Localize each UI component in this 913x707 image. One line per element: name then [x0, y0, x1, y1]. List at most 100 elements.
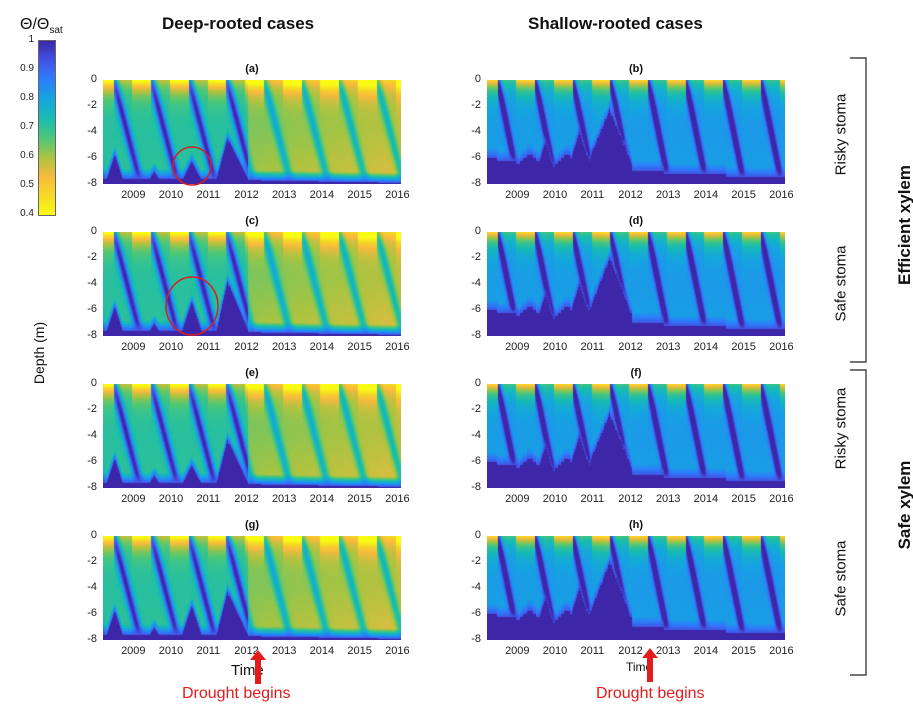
x-tick-label: 2014 [693, 645, 719, 657]
y-tick-label: -8 [87, 481, 97, 493]
x-tick-label: 2014 [693, 493, 719, 505]
group-brackets [850, 57, 867, 676]
x-axis-label-right: Time [626, 660, 653, 674]
highlight-ellipse [171, 146, 212, 186]
y-tick-label: -2 [87, 555, 97, 567]
x-tick-label: 2015 [347, 189, 372, 201]
y-tick-label: -2 [87, 99, 97, 111]
panel-label: (d) [628, 215, 644, 227]
highlight-circle [164, 276, 219, 336]
y-tick-label: -2 [471, 251, 481, 263]
y-tick-label: -2 [87, 251, 97, 263]
x-tick-label: 2009 [121, 189, 146, 201]
x-tick-label: 2013 [271, 189, 297, 201]
x-tick-label: 2009 [505, 189, 530, 201]
y-tick-label: -8 [471, 481, 481, 493]
soil-moisture-heatmap [487, 232, 785, 336]
y-tick-label: -6 [471, 303, 481, 315]
panel-label: (f) [630, 367, 642, 379]
x-tick-label: 2013 [655, 493, 681, 505]
y-tick-label: 0 [90, 225, 97, 237]
colorbar-tick: 0.7 [20, 121, 34, 132]
y-tick-label: 0 [474, 529, 481, 541]
x-tick-label: 2011 [196, 189, 221, 201]
soil-moisture-heatmap [103, 232, 401, 336]
soil-moisture-heatmap [487, 536, 785, 640]
panel-label: (a) [245, 63, 259, 75]
colorbar-title-sub: sat [49, 25, 63, 37]
x-tick-label: 2009 [505, 645, 530, 657]
x-tick-label: 2015 [731, 493, 756, 505]
group-label-safe-xylem: Safe xylem [895, 460, 913, 550]
y-tick-label: 0 [474, 225, 481, 237]
bracket-efficient-xylem [850, 57, 867, 363]
panel-label: (c) [245, 215, 259, 227]
x-tick-label: 2010 [158, 341, 184, 353]
x-tick-label: 2015 [347, 493, 372, 505]
y-tick-label: -4 [87, 429, 97, 441]
x-tick-label: 2012 [234, 189, 259, 201]
y-tick-label: -4 [471, 429, 481, 441]
y-tick-label: -6 [87, 303, 97, 315]
x-tick-label: 2009 [121, 645, 146, 657]
x-tick-label: 2012 [234, 341, 259, 353]
x-tick-label: 2013 [655, 341, 681, 353]
x-tick-label: 2011 [196, 493, 221, 505]
y-tick-label: -8 [471, 177, 481, 189]
x-tick-label: 2012 [618, 493, 643, 505]
x-tick-label: 2010 [158, 493, 184, 505]
y-tick-label: -2 [471, 403, 481, 415]
x-tick-label: 2012 [234, 493, 259, 505]
bracket-safe-xylem [850, 369, 867, 676]
y-tick-label: -6 [87, 607, 97, 619]
y-tick-label: -8 [471, 329, 481, 341]
x-tick-label: 2014 [309, 645, 335, 657]
x-tick-label: 2012 [234, 645, 259, 657]
x-tick-label: 2011 [196, 645, 221, 657]
y-tick-label: -6 [471, 455, 481, 467]
x-tick-label: 2013 [271, 645, 297, 657]
y-tick-label: -6 [471, 607, 481, 619]
highlight-ellipse [164, 276, 219, 336]
y-tick-label: -4 [471, 581, 481, 593]
highlight-circle [171, 146, 212, 186]
y-tick-label: 0 [90, 377, 97, 389]
colorbar-tick: 0.4 [20, 208, 34, 219]
x-tick-label: 2016 [769, 645, 794, 657]
drought-label-right: Drought begins [596, 685, 705, 702]
x-tick-label: 2015 [731, 341, 756, 353]
y-tick-label: -6 [471, 151, 481, 163]
x-tick-label: 2010 [158, 189, 184, 201]
x-tick-label: 2016 [385, 645, 410, 657]
x-tick-label: 2009 [505, 493, 530, 505]
y-tick-label: -2 [471, 555, 481, 567]
y-tick-label: -8 [471, 633, 481, 645]
x-tick-label: 2016 [385, 189, 410, 201]
colorbar-tick: 0.9 [20, 63, 34, 74]
colorbar-title: Θ/Θsat [20, 16, 63, 36]
x-tick-label: 2010 [158, 645, 184, 657]
x-tick-label: 2015 [347, 645, 372, 657]
x-tick-label: 2016 [385, 341, 410, 353]
x-tick-label: 2010 [542, 341, 568, 353]
panel-label: (b) [628, 63, 644, 75]
x-tick-label: 2014 [309, 341, 335, 353]
y-tick-label: -8 [87, 329, 97, 341]
colorbar: Θ/Θsat 1 0.9 0.8 0.7 0.6 0.5 0.4 [14, 14, 84, 224]
y-tick-label: 0 [90, 529, 97, 541]
y-tick-label: 0 [90, 73, 97, 85]
arrow-up-icon [642, 648, 658, 682]
colorbar-tick: 1 [28, 34, 34, 45]
y-tick-label: -4 [87, 581, 97, 593]
x-tick-label: 2012 [618, 645, 643, 657]
panel-label: (h) [628, 519, 644, 531]
drought-arrow-left [250, 650, 266, 684]
x-tick-label: 2013 [271, 341, 297, 353]
x-tick-label: 2012 [618, 189, 643, 201]
x-tick-label: 2009 [505, 341, 530, 353]
x-tick-label: 2016 [769, 493, 794, 505]
x-tick-label: 2015 [347, 341, 372, 353]
x-tick-label: 2016 [769, 189, 794, 201]
soil-moisture-heatmap [487, 80, 785, 184]
x-tick-label: 2013 [271, 493, 297, 505]
